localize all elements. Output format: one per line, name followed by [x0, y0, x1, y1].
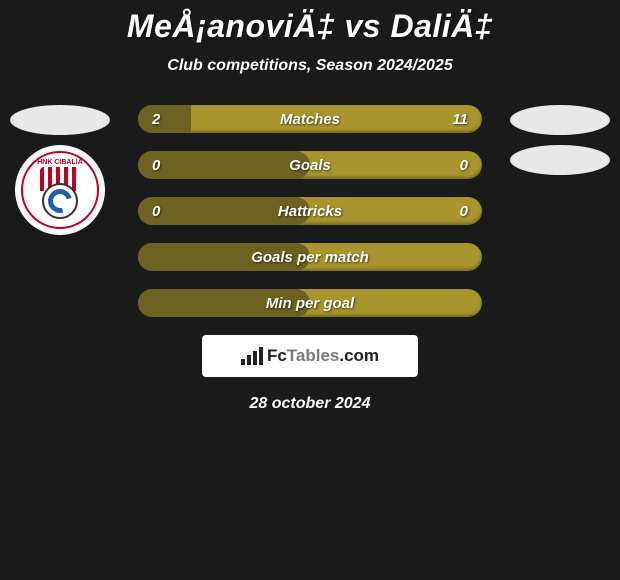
date-label: 28 october 2024: [0, 395, 620, 413]
stats-bars: 2Matches110Goals00Hattricks0Goals per ma…: [138, 105, 482, 317]
fctables-logo: FcTables.com: [241, 346, 379, 366]
stat-bar: Min per goal: [138, 289, 482, 317]
brand-prefix: Fc: [267, 346, 287, 365]
chart-icon: [241, 347, 263, 365]
club-badge-ball: [42, 183, 78, 219]
brand-end: .com: [339, 346, 379, 365]
stat-bar: Goals per match: [138, 243, 482, 271]
stat-bar: 2Matches11: [138, 105, 482, 133]
right-player-column: [510, 105, 610, 185]
stat-label: Matches: [138, 111, 482, 128]
stat-value-right: 0: [460, 157, 468, 174]
brand-suffix: Tables: [287, 346, 340, 365]
stat-bar: 0Hattricks0: [138, 197, 482, 225]
stat-label: Min per goal: [138, 295, 482, 312]
club-badge-placeholder: [510, 145, 610, 175]
club-badge-letter: [44, 185, 77, 218]
comparison-area: HNK CIBALIA 2Matches110Goals00Hattricks0…: [0, 105, 620, 413]
club-name-label: HNK CIBALIA: [37, 159, 83, 166]
player-badge-placeholder: [510, 105, 610, 135]
player-badge-placeholder: [10, 105, 110, 135]
stat-label: Hattricks: [138, 203, 482, 220]
source-badge: FcTables.com: [202, 335, 418, 377]
stat-value-right: 11: [452, 111, 468, 128]
stat-value-right: 0: [460, 203, 468, 220]
club-badge-left: HNK CIBALIA: [15, 145, 105, 235]
stat-bar: 0Goals0: [138, 151, 482, 179]
subtitle: Club competitions, Season 2024/2025: [0, 57, 620, 75]
stat-label: Goals: [138, 157, 482, 174]
left-player-column: HNK CIBALIA: [10, 105, 110, 235]
page-title: MeÅ¡anoviÄ‡ vs DaliÄ‡: [0, 0, 620, 45]
stat-label: Goals per match: [138, 249, 482, 266]
